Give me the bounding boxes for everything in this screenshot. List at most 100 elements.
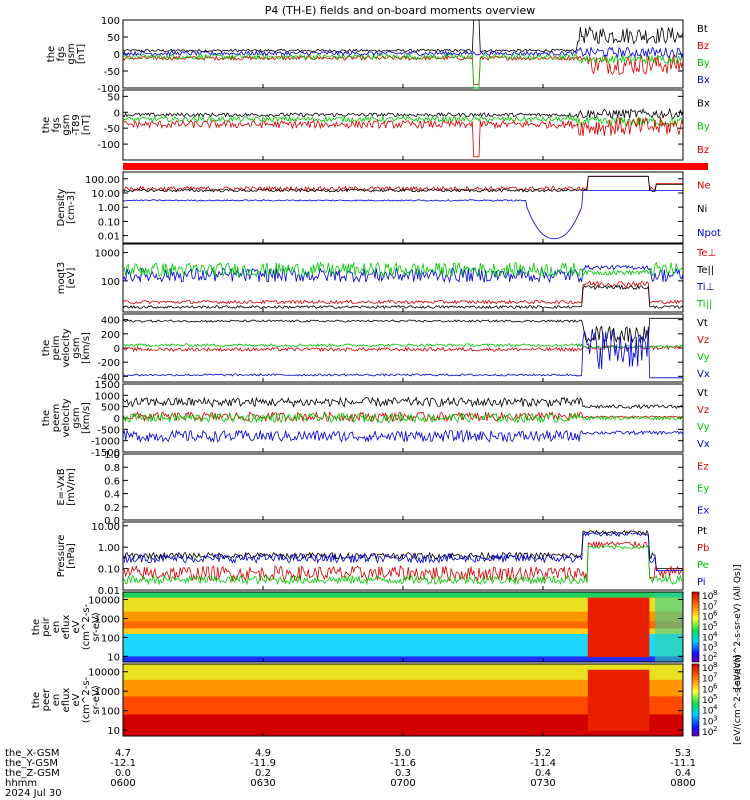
peim_velocity-ytick-label: 200 (101, 330, 120, 341)
fgs_gsm_t89-ylabel-line: fgs (51, 117, 62, 132)
peir_eflux-band (123, 592, 683, 599)
peem_velocity-ytick-label: 1500 (95, 380, 120, 391)
pressure-ylabel: Pressure [nPa] (56, 535, 77, 578)
efield-ylabel: E=-VxB [mV/m] (56, 468, 77, 506)
peer_eflux-ylabel-line: eflux (61, 688, 72, 713)
colorbar-0-tick-base: 10 (702, 602, 714, 612)
efield-frame (122, 453, 684, 521)
peem_velocity-ytick-label: -500 (97, 425, 120, 436)
density-ylabel: Density [cm-3] (56, 188, 77, 226)
peir_eflux-ylabel-line: (cm^2-s- (81, 603, 92, 650)
peim_velocity-series-Vx (123, 326, 683, 379)
temperature-ytick-label: 1000 (95, 249, 120, 260)
colorbar-0-tick-exp: 2 (713, 651, 717, 659)
peem_velocity-ylabel: the peem velocity gsm [km/s] (41, 398, 92, 437)
fgs_gsm_t89-ytick-label: -50 (104, 124, 120, 135)
density-ytick-label: 0.10 (98, 217, 120, 228)
ephemeris-value: -12.1 (110, 758, 136, 769)
peer_eflux-ylabel-line: en (51, 694, 62, 707)
peir_eflux-band (123, 628, 683, 635)
colorbar-0-tick-exp: 8 (713, 589, 717, 597)
peir_eflux-band (123, 621, 683, 629)
temperature-ylabel-line: moqt3 (56, 262, 67, 295)
peer_eflux-ytick-label: 100 (101, 707, 120, 718)
temperature-series-Te⊥ (123, 280, 683, 305)
peer_eflux-ylabel: the peer en eflux eV (cm^2-s-sr-eV) (31, 676, 102, 723)
fgs_gsm-ylabel-line: fgs (56, 46, 67, 61)
time-tick-label: 0600 (110, 778, 135, 789)
peim_velocity-ytick-label: -400 (97, 372, 120, 383)
colorbar-1-tick-exp: 5 (713, 693, 717, 701)
fgs_gsm_t89-ylabel: the fgs gsm -T89 [nT] (41, 114, 92, 136)
ephemeris-label-1: the_Y-GSM (5, 758, 58, 769)
ephemeris-value: 5.3 (675, 748, 691, 759)
colorbar-1-label: [eV/(cm^2-s-sr-eV)] (733, 655, 743, 745)
panel-fgs_gsm_t89: 50 0 -50 -100 the fgs gsm -T89 [nT] Bx By Bz (41, 89, 710, 161)
fgs_gsm-ylabel-line: gsm (66, 43, 77, 64)
peim_velocity-legend-0: Vt (697, 318, 708, 329)
peem_velocity-series-Vt (123, 396, 683, 410)
peem_velocity-ytick-label: 500 (101, 403, 120, 414)
pressure-series-Pt (123, 529, 683, 569)
colorbar-0-tick-exp: 5 (713, 620, 717, 628)
fgs_gsm-frame (122, 19, 684, 89)
peir_eflux-ytick-label: 10000 (88, 596, 120, 607)
panel-efield: 1.0 0.8 0.6 0.4 0.2 0.0 E=-VxB [mV/m] Ez Ey Ex (56, 450, 709, 527)
peem_velocity-ytick-label: -1500 (91, 448, 120, 459)
pressure-series-Pb (123, 540, 683, 583)
colorbar-1-tick-exp: 3 (713, 714, 717, 722)
colorbar-1-tick-exp: 7 (713, 672, 717, 680)
peem_velocity-traces (123, 396, 683, 444)
panel-fgs_gsm: 100 50 0 -50 -100 the fgs gsm [nT] Bt Bz By Bx (46, 16, 710, 95)
temperature-ylabel-line: [eV] (66, 268, 77, 289)
peir_eflux-ytick-label: 10 (107, 652, 120, 663)
peim_velocity-ylabel-line: peim (51, 335, 62, 360)
colorbar-1-tick-exp: 2 (713, 725, 717, 733)
status-bar (123, 163, 708, 170)
peem_velocity-ytick-label: 1000 (95, 391, 120, 402)
ephemeris-value: -11.1 (670, 758, 696, 769)
ephemeris-value: 4.7 (115, 748, 131, 759)
peim_velocity-series-Vz (123, 345, 683, 353)
pressure-legend-1: Pb (697, 543, 709, 554)
colorbar-1-tick-base: 10 (702, 675, 714, 685)
panel-pressure: 10.00 1.00 0.10 0.01 Pressure [nPa] Pt Pb Pe Pi (56, 521, 709, 597)
peem_velocity-ytick-label: 0 (114, 414, 120, 425)
efield-ytick-label: 0.0 (104, 516, 120, 527)
peim_velocity-legend-3: Vx (697, 369, 710, 380)
density-series-Npot (123, 190, 683, 240)
fgs_gsm-ytick-label: 100 (101, 16, 120, 27)
peim_velocity-legend-1: Vz (697, 335, 709, 346)
peim_velocity-ylabel-line: the (41, 340, 52, 356)
fgs_gsm-ylabel-line: [nT] (76, 44, 87, 64)
peer_eflux-band (123, 664, 683, 681)
peir_eflux-ytick-label: 100 (101, 633, 120, 644)
pressure-legend-3: Pi (697, 577, 706, 588)
temperature-legend-3: Ti|| (696, 299, 712, 310)
efield-ytick-label: 1.0 (104, 450, 120, 461)
peem_velocity-legend-1: Vz (697, 405, 709, 416)
peim_velocity-ylabel-line: [km/s] (81, 332, 92, 364)
density-ytick-label: 100.00 (85, 175, 120, 186)
peir_eflux-ylabel-line: eV (71, 620, 82, 633)
peem_velocity-ylabel-line: the (41, 410, 52, 426)
fgs_gsm-series-Bt (123, 19, 683, 53)
peer_eflux-ytick-label: 10000 (88, 668, 120, 679)
peer_eflux-ytick-label: 1000 (95, 687, 120, 698)
ephemeris-value: 5.2 (535, 748, 551, 759)
peem_velocity-ylabel-line: gsm (71, 407, 82, 428)
colorbar-0-gradient (691, 591, 700, 663)
peer_eflux-ylabel-line: eV (71, 693, 82, 706)
peir_eflux-ylabel-line: sr-eV) (91, 612, 102, 641)
pressure-series-Pe (123, 544, 683, 586)
ephemeris-value: 0.3 (395, 768, 411, 779)
density-ylabel-line: [cm-3] (66, 191, 77, 224)
fgs_gsm_t89-ylabel-line: the (41, 117, 52, 133)
peim_velocity-ylabel: the peim velocity gsm [km/s] (41, 328, 92, 367)
peer_eflux-ylabel-line: sr-eV) (91, 685, 102, 714)
peir_eflux-spectrogram (123, 592, 683, 663)
